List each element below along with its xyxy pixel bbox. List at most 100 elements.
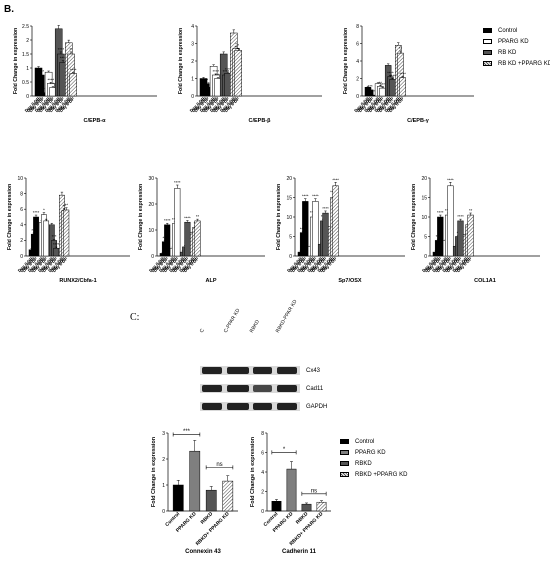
bar xyxy=(189,450,201,512)
legend-item: RB KD +PPARG KD xyxy=(483,58,550,69)
y-tick-label: 20 xyxy=(421,176,427,182)
blot-band-label: Cad11 xyxy=(306,386,324,392)
legend-swatch xyxy=(483,39,492,44)
bar xyxy=(234,50,242,97)
significance-label: **** xyxy=(205,81,212,86)
blot-band xyxy=(227,403,249,410)
bar xyxy=(286,468,297,512)
legend-item: PPARG KD xyxy=(483,36,550,47)
y-tick-label: 0 xyxy=(26,94,29,100)
blot-band xyxy=(202,403,222,410)
significance-label: ** xyxy=(469,208,473,213)
significance-label: ns xyxy=(311,488,317,494)
x-tick-label: RBKD xyxy=(200,511,215,526)
bar xyxy=(301,503,312,512)
legend-swatch xyxy=(340,450,349,455)
y-tick-label: 5 xyxy=(424,234,427,240)
legend-item: PPARG KD xyxy=(340,447,407,458)
legend-label: RB KD +PPARG KD xyxy=(498,60,550,67)
bar xyxy=(69,73,77,97)
significance-label: **** xyxy=(215,72,222,77)
blot-band xyxy=(253,367,272,374)
panel-b-label: B. xyxy=(4,4,14,15)
legend-panel-c: Control PPARG KD RBKD RBKD +PPARG KD xyxy=(340,436,407,480)
blot-band-label: GAPDH xyxy=(306,404,328,410)
blot-lane-label: RBKD-PPAR KD xyxy=(274,298,299,334)
y-axis-label: Fold Change in expression xyxy=(13,28,19,94)
y-axis-label: Fold Change in expression xyxy=(276,184,282,250)
y-tick-label: 4 xyxy=(356,59,359,65)
x-axis-label: Sp7/OSX xyxy=(338,278,362,284)
bar xyxy=(457,220,464,257)
significance-label: **** xyxy=(50,82,57,87)
bar xyxy=(205,489,217,512)
bar xyxy=(53,247,60,257)
y-tick-label: 10 xyxy=(17,176,23,182)
blot-row-gapdh xyxy=(200,402,300,411)
y-tick-label: 0 xyxy=(289,254,292,260)
bar xyxy=(302,201,309,257)
blot-band xyxy=(202,367,222,374)
significance-label: ** xyxy=(63,203,67,208)
y-tick-label: 2 xyxy=(191,59,194,65)
legend-swatch xyxy=(340,439,349,444)
bar xyxy=(467,214,474,257)
y-tick-label: 0 xyxy=(20,254,23,260)
legend-swatch xyxy=(483,28,492,33)
y-axis-label: Fold Change in expression xyxy=(151,436,157,507)
blot-row-cad11 xyxy=(200,384,300,393)
blot-band xyxy=(202,385,222,392)
y-tick-label: 2 xyxy=(20,238,23,244)
bar xyxy=(389,79,396,97)
blot-band xyxy=(227,367,249,374)
significance-label: **** xyxy=(184,216,191,221)
bar xyxy=(437,216,444,257)
legend-swatch xyxy=(483,50,492,55)
x-axis-label: RUNX2/Cbfa-1 xyxy=(59,278,96,284)
y-tick-label: 4 xyxy=(261,470,264,476)
significance-label: **** xyxy=(389,73,396,78)
significance-label: **** xyxy=(37,69,44,74)
bar xyxy=(312,201,319,257)
y-tick-label: 1 xyxy=(26,66,29,72)
significance-label: **** xyxy=(447,177,454,182)
blot-lane-label: RBKD xyxy=(248,318,261,334)
x-axis-label: C/EPB-γ xyxy=(407,118,430,124)
y-tick-label: 3 xyxy=(191,41,194,47)
significance-label: **** xyxy=(223,69,230,74)
significance-label: **** xyxy=(387,71,394,76)
y-tick-label: 5 xyxy=(289,234,292,240)
bar xyxy=(33,216,39,257)
y-axis-label: Fold Change in expression xyxy=(7,184,13,250)
blot-lane-label: C-PPAR KD xyxy=(222,307,242,334)
legend-item: Control xyxy=(340,436,407,447)
significance-label: **** xyxy=(70,67,77,72)
y-tick-label: 20 xyxy=(148,202,154,208)
bar xyxy=(43,220,50,257)
y-tick-label: 3 xyxy=(162,431,165,437)
y-axis-label: Fold Change in expression xyxy=(343,28,349,94)
y-tick-label: 4 xyxy=(20,223,23,229)
panel-c-label: C: xyxy=(130,312,140,323)
bar xyxy=(63,209,70,257)
y-tick-label: 2 xyxy=(162,457,165,463)
y-tick-label: 2.5 xyxy=(22,24,29,30)
significance-label: **** xyxy=(369,89,376,94)
bar xyxy=(379,87,386,97)
bar xyxy=(316,501,327,512)
significance-label: **** xyxy=(399,72,406,77)
y-tick-label: 15 xyxy=(421,195,427,201)
legend-label: PPARG KD xyxy=(498,38,529,45)
legend-item: Control xyxy=(483,25,550,36)
bar xyxy=(271,501,282,512)
blot-band xyxy=(277,385,297,392)
y-tick-label: 10 xyxy=(421,215,427,221)
y-axis-label: Fold Change in expression xyxy=(250,436,256,507)
x-axis-label: Cadherin 11 xyxy=(282,549,317,555)
